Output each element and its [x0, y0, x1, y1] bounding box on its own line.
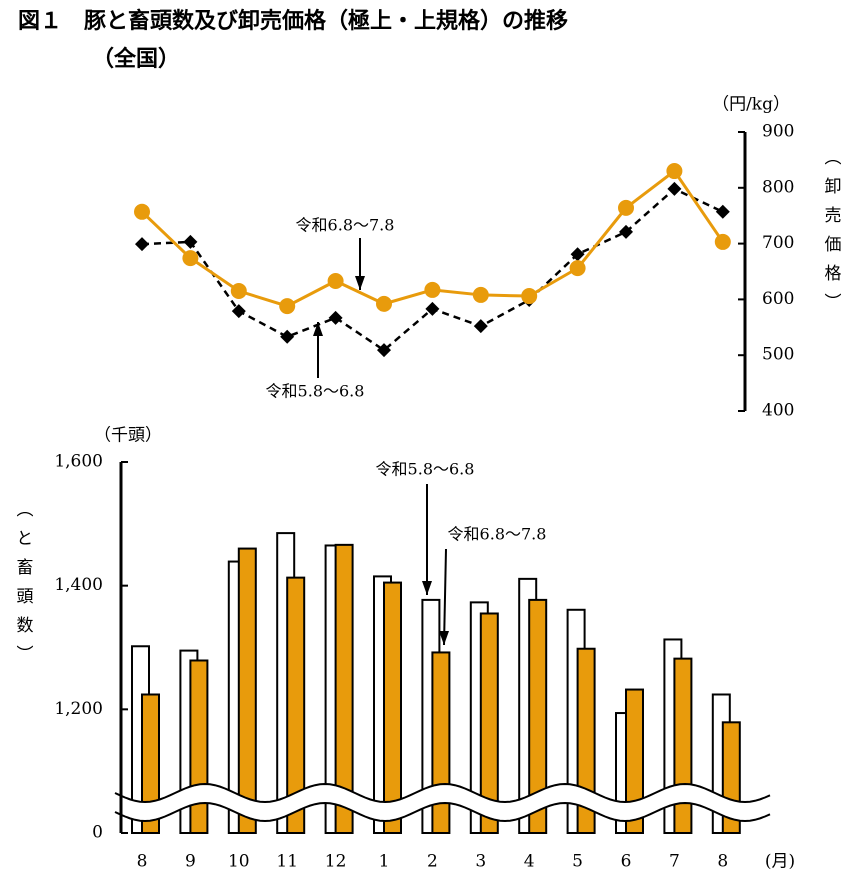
- y-tick-label: 800: [762, 177, 794, 197]
- marker: [521, 288, 538, 305]
- marker: [279, 298, 296, 315]
- x-tick-label: 5: [572, 852, 583, 872]
- marker: [327, 272, 344, 289]
- y-tick-label: 0: [92, 823, 103, 843]
- bar: [237, 547, 257, 834]
- x-tick-label: 3: [475, 852, 486, 872]
- marker: [666, 163, 683, 180]
- bar: [673, 657, 693, 834]
- bar: [431, 651, 451, 834]
- y-tick-label: 1,600: [54, 452, 103, 472]
- x-tick-label: 8: [137, 852, 148, 872]
- x-tick-label: 11: [276, 852, 298, 872]
- x-tick-label: 10: [228, 852, 250, 872]
- axis-label: （卸売価格）: [821, 148, 842, 322]
- marker: [377, 343, 391, 358]
- marker: [667, 181, 682, 196]
- marker: [182, 250, 199, 267]
- marker: [280, 329, 295, 344]
- x-tick-label: 2: [427, 852, 438, 872]
- subtitle: （全国）: [92, 46, 180, 72]
- marker: [570, 247, 585, 262]
- y-tick-label: 700: [762, 233, 794, 253]
- y-tick-label: 600: [762, 289, 794, 309]
- annotation: 令和5.8～6.8: [266, 382, 365, 401]
- bar: [189, 659, 209, 834]
- y-tick-label: 900: [762, 122, 794, 142]
- marker: [231, 304, 246, 319]
- arrow-head: [355, 276, 365, 290]
- marker: [714, 233, 731, 250]
- marker: [618, 199, 634, 216]
- axis-break-line: [114, 801, 771, 823]
- x-unit: (月): [765, 852, 795, 872]
- marker: [135, 237, 149, 252]
- marker: [376, 295, 392, 312]
- marker: [328, 310, 343, 325]
- x-tick-label: 4: [524, 852, 535, 872]
- marker: [230, 283, 247, 300]
- arrow-head: [313, 322, 323, 336]
- arrow-head: [422, 581, 432, 595]
- arrow-head: [439, 631, 449, 645]
- x-tick-label: 1: [379, 852, 390, 872]
- marker: [134, 203, 150, 220]
- x-tick-label: 12: [325, 852, 347, 872]
- axis-label: （と畜頭数）: [13, 500, 34, 674]
- y-tick-label: 1,200: [54, 699, 103, 719]
- y-tick-label: 1,400: [54, 575, 103, 595]
- marker: [619, 224, 633, 239]
- x-tick-label: 7: [669, 852, 680, 872]
- bar: [528, 598, 548, 834]
- y-tick-label: 400: [762, 401, 794, 421]
- marker: [425, 301, 440, 316]
- bar: [141, 693, 160, 835]
- axis-break-line: [114, 782, 771, 804]
- bar: [286, 576, 306, 835]
- y-unit: （千頭）: [94, 426, 162, 446]
- annotation: 令和6.8～7.8: [448, 525, 547, 544]
- bar: [625, 688, 644, 835]
- x-tick-label: 6: [621, 852, 632, 872]
- x-tick-label: 8: [717, 852, 728, 872]
- marker: [472, 286, 489, 303]
- annotation: 令和6.8～7.8: [296, 216, 395, 235]
- marker: [473, 319, 488, 334]
- annotation: 令和5.8～6.8: [376, 460, 475, 479]
- line: [141, 187, 724, 352]
- marker: [183, 234, 198, 249]
- marker: [424, 281, 441, 298]
- arrow-line: [443, 548, 447, 646]
- bar: [383, 581, 402, 835]
- y-unit: （円/kg）: [712, 95, 790, 115]
- y-tick-label: 500: [762, 345, 794, 365]
- title: 図１ 豚と畜頭数及び卸売価格（極上・上規格）の推移: [18, 8, 568, 34]
- bar: [334, 543, 354, 835]
- marker: [715, 204, 730, 219]
- x-tick-label: 9: [185, 852, 196, 872]
- bar: [479, 612, 499, 834]
- marker: [569, 260, 586, 277]
